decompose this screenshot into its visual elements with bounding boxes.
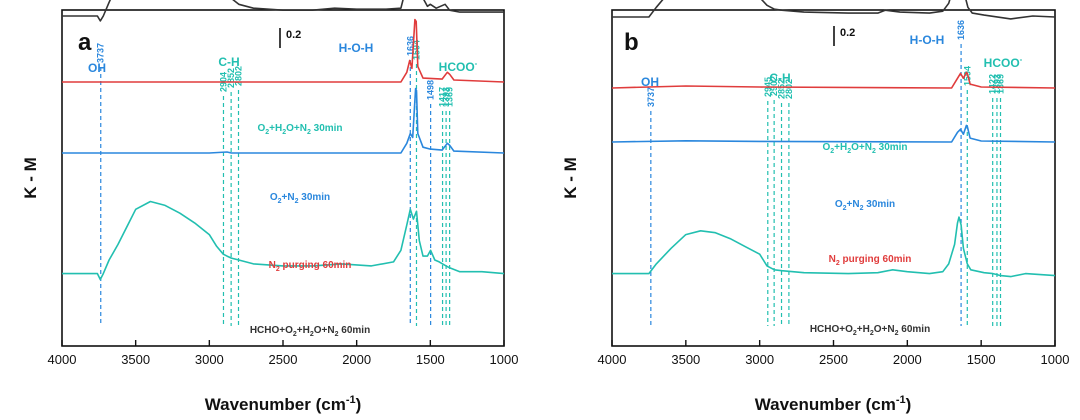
panel-a-scale-label: 0.2 <box>286 29 301 41</box>
panel-a-peak-label-2802: 2802 <box>234 66 244 86</box>
panel-b-peak-label-2852: 2852 <box>777 79 787 99</box>
panel-a-group-label-0: OH <box>88 61 106 75</box>
panel-a-peak-label-1636: 1636 <box>405 36 415 56</box>
panel-b-x-tick-label-2000: 2000 <box>893 352 922 367</box>
panel-b-x-axis-title: Wavenumber (cm-1) <box>755 394 912 414</box>
panel-a-x-axis-title-end: ) <box>356 395 362 414</box>
panel-a-x-tick-label-1000: 1000 <box>490 352 519 367</box>
panel-a-letter: a <box>78 29 92 56</box>
panel-a-x-tick-label-3000: 3000 <box>195 352 224 367</box>
panel-b-series-0-label: O2+H2O+N2 30min <box>822 142 907 155</box>
panel-b-series-1-line <box>611 124 1056 143</box>
panel-a-series-0-line <box>62 200 505 281</box>
panel-a-group-label-2: H-O-H <box>339 41 374 55</box>
panel-b-peak-label-1393: 1393 <box>992 74 1002 94</box>
panel-a: a 0.2 K - M Wavenumber (cm-1) 4000 3500 30… <box>21 0 518 414</box>
panel-a-peak-label-1369: 1369 <box>445 87 455 107</box>
panel-a-peak-label-3737: 3737 <box>96 43 106 63</box>
panel-a-x-tick-label-2000: 2000 <box>342 352 371 367</box>
panel-a-x-axis-title-main: Wavenumber (cm <box>205 395 346 414</box>
panel-b-peak-label-3737: 3737 <box>646 87 656 107</box>
panel-a-series-0-label: O2+H2O+N2 30min <box>257 123 342 136</box>
panel-b-x-tick-label-4000: 4000 <box>598 352 627 367</box>
panel-a-series-2-line <box>62 18 505 83</box>
panel-b-series-0-line <box>612 216 1056 278</box>
panel-b-letter: b <box>624 29 639 56</box>
panel-a-series-3-label: HCHO+O2+H2O+N2 60min <box>250 325 370 338</box>
panel-b-peak-label-1636: 1636 <box>956 20 966 40</box>
panel-b-x-axis-title-end: ) <box>906 395 912 414</box>
panel-b-x-tick-label-1500: 1500 <box>967 352 996 367</box>
panel-b: b 0.2 K - M Wavenumber (cm-1) 4000 3500 30… <box>561 0 1069 414</box>
panel-a-x-tick-label-4000: 4000 <box>48 352 77 367</box>
panel-a-x-axis-title: Wavenumber (cm-1) <box>205 394 362 414</box>
panel-b-series-3-label: HCHO+O2+H2O+N2 60min <box>810 324 930 337</box>
panel-b-series-3-line <box>612 0 1056 20</box>
panel-b-x-axis-title-sup: -1 <box>896 394 906 406</box>
panel-b-group-label-1: C-H <box>769 71 790 85</box>
panel-a-peak-label-2852: 2852 <box>226 68 236 88</box>
panel-a-series-3-line <box>62 0 504 22</box>
panel-b-group-label-3: HCOO- <box>984 55 1023 70</box>
panel-b-series-2-label: N2 purging 60min <box>829 254 912 267</box>
panel-b-x-tick-label-3500: 3500 <box>671 352 700 367</box>
panel-b-x-tick-label-3000: 3000 <box>745 352 774 367</box>
panel-b-series-1-label: O2+N2 30min <box>835 199 895 212</box>
panel-b-group-label-2: H-O-H <box>910 33 945 47</box>
panel-b-peak-label-1369: 1369 <box>996 74 1006 94</box>
panel-a-x-tick-label-2500: 2500 <box>269 352 298 367</box>
panel-b-x-tick-label-1000: 1000 <box>1041 352 1070 367</box>
panel-a-x-tick-label-1500: 1500 <box>416 352 445 367</box>
panel-b-group-label-0: OH <box>641 75 659 89</box>
panel-b-x-axis-title-main: Wavenumber (cm <box>755 395 896 414</box>
panel-a-x-axis-title-sup: -1 <box>346 394 356 406</box>
panel-a-series-2-label: N2 purging 60min <box>269 260 352 273</box>
panel-a-peak-label-1498: 1498 <box>426 80 436 100</box>
panel-b-peak-label-2902: 2902 <box>769 76 779 96</box>
panel-b-y-axis-title: K - M <box>561 157 580 199</box>
panel-b-x-tick-label-2500: 2500 <box>819 352 848 367</box>
panel-b-scale-label: 0.2 <box>840 27 855 39</box>
panel-a-peak-label-1393: 1393 <box>441 87 451 107</box>
panel-b-peak-label-2802: 2802 <box>784 79 794 99</box>
panel-b-peak-label-1422: 1422 <box>988 74 998 94</box>
panel-a-series-1-label: O2+N2 30min <box>270 192 330 205</box>
panel-a-group-label-1: C-H <box>218 55 239 69</box>
panel-a-x-tick-label-3500: 3500 <box>121 352 150 367</box>
panel-a-y-axis-title: K - M <box>21 157 40 199</box>
panel-a-series-1-line <box>62 87 505 154</box>
panel-a-peak-label-1417: 1417 <box>438 87 448 107</box>
panel-a-group-label-3: HCOO- <box>439 59 478 74</box>
panel-b-series-2-line <box>611 71 1056 89</box>
